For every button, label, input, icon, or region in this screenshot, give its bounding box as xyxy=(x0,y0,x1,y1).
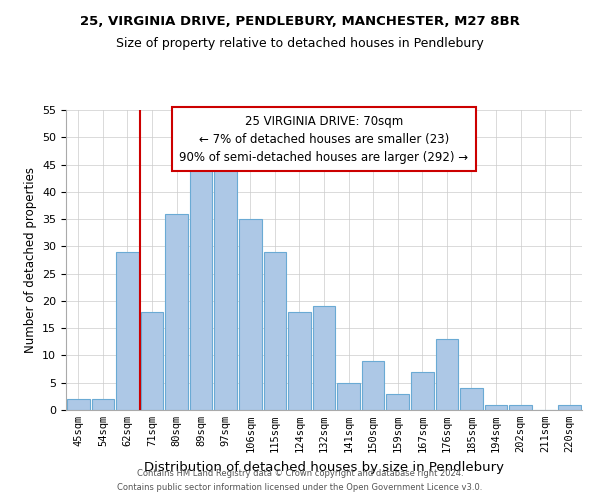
Bar xyxy=(337,382,360,410)
Bar xyxy=(190,170,212,410)
Bar xyxy=(509,404,532,410)
Bar xyxy=(116,252,139,410)
Bar xyxy=(92,399,114,410)
Bar xyxy=(411,372,434,410)
Bar xyxy=(140,312,163,410)
Bar xyxy=(313,306,335,410)
Bar xyxy=(263,252,286,410)
Text: Contains public sector information licensed under the Open Government Licence v3: Contains public sector information licen… xyxy=(118,484,482,492)
Bar xyxy=(485,404,508,410)
Bar xyxy=(460,388,483,410)
Text: 25, VIRGINIA DRIVE, PENDLEBURY, MANCHESTER, M27 8BR: 25, VIRGINIA DRIVE, PENDLEBURY, MANCHEST… xyxy=(80,15,520,28)
Bar xyxy=(214,159,237,410)
Bar xyxy=(436,339,458,410)
Y-axis label: Number of detached properties: Number of detached properties xyxy=(23,167,37,353)
Bar xyxy=(362,361,385,410)
Bar xyxy=(67,399,89,410)
Bar xyxy=(559,404,581,410)
Bar xyxy=(386,394,409,410)
Text: 25 VIRGINIA DRIVE: 70sqm
← 7% of detached houses are smaller (23)
90% of semi-de: 25 VIRGINIA DRIVE: 70sqm ← 7% of detache… xyxy=(179,114,469,164)
Text: Size of property relative to detached houses in Pendlebury: Size of property relative to detached ho… xyxy=(116,38,484,51)
X-axis label: Distribution of detached houses by size in Pendlebury: Distribution of detached houses by size … xyxy=(144,460,504,473)
Bar xyxy=(165,214,188,410)
Text: Contains HM Land Registry data © Crown copyright and database right 2024.: Contains HM Land Registry data © Crown c… xyxy=(137,468,463,477)
Bar xyxy=(239,219,262,410)
Bar xyxy=(288,312,311,410)
